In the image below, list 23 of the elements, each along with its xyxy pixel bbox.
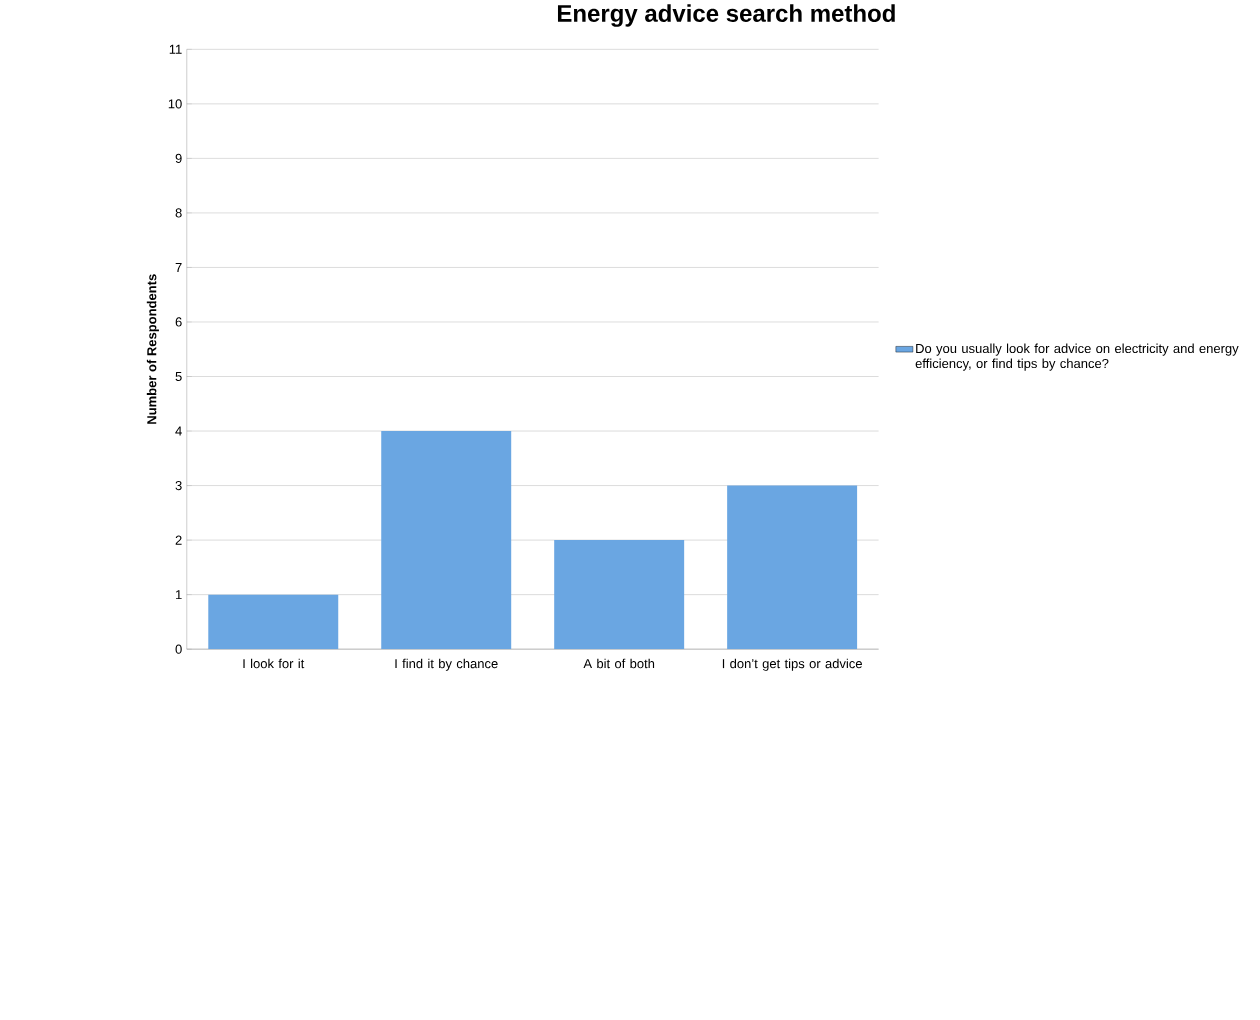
y-tick-label: 5 [175,371,182,382]
x-tick-label: I find it by chance [395,658,498,671]
y-tick-label: 0 [175,644,182,654]
bar [208,594,339,650]
y-tick-label: 7 [175,262,182,272]
y-tick-label: 9 [175,153,182,163]
y-tick-label: 1 [176,590,182,600]
bar [727,485,858,650]
y-tick-label: 6 [175,317,182,327]
bar [554,540,685,650]
y-tick-label: 11 [169,44,182,54]
y-tick-label: 4 [175,426,182,436]
y-tick-label: 3 [175,480,182,491]
chart-title: Energy advice search method [557,4,895,27]
x-tick-label: A bit of both [583,658,655,669]
y-axis-title: Number of Respondents [146,274,159,424]
x-tick-label: I look for it [243,658,305,669]
bar [381,431,512,650]
x-tick-label: I don’t get tips or advice [722,658,862,671]
legend-label: Do you usually look for advice on electricity and energy efficiency, or find tips by chance? [915,343,1239,371]
y-tick-label: 10 [168,99,182,109]
y-tick-label: 2 [175,535,182,545]
y-tick-label: 8 [175,208,182,218]
